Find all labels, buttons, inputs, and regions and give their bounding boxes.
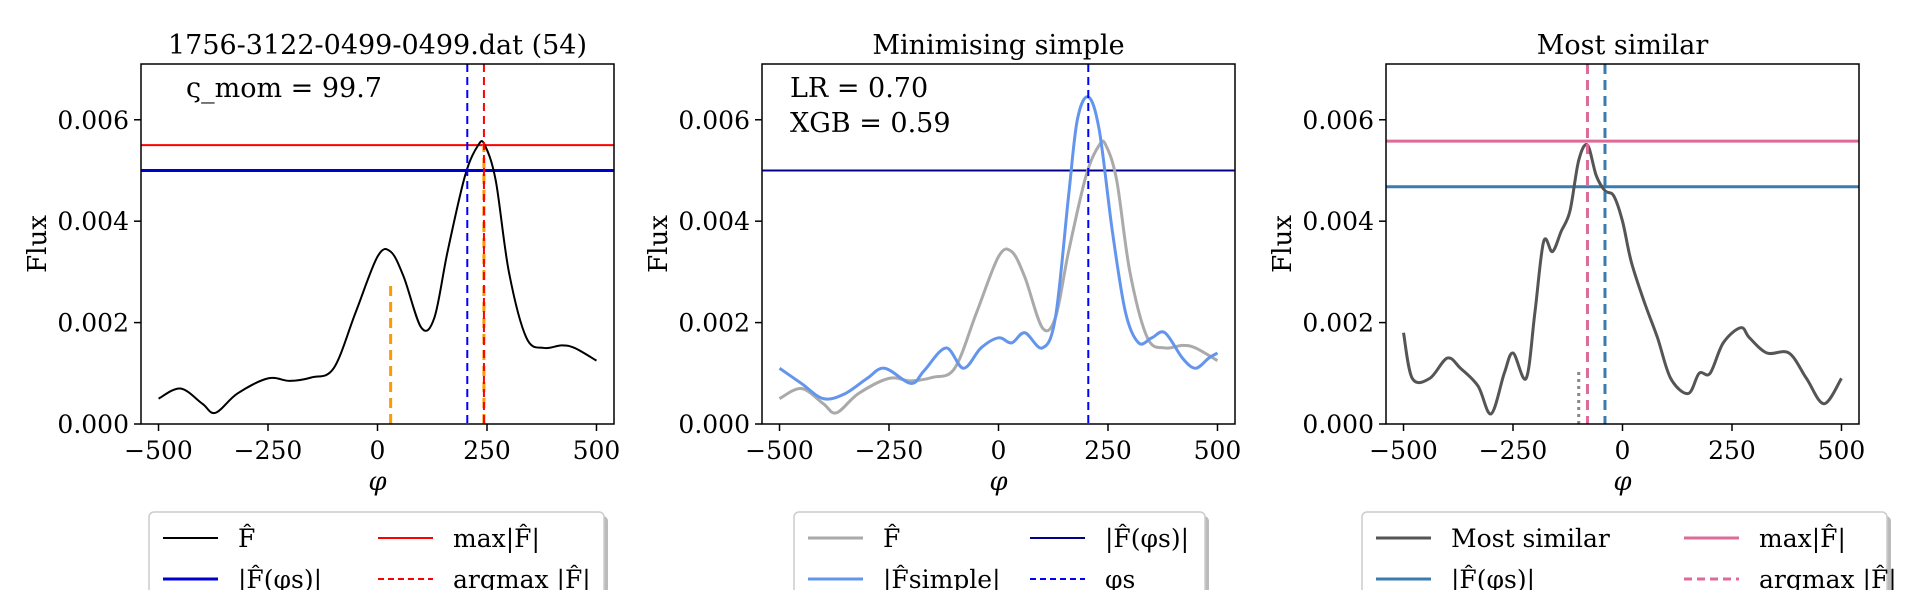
y-tick-label: 0.006 (678, 106, 750, 135)
annotation-text: ς_mom = 99.7 (186, 73, 382, 104)
legend-label: |F̂(φs)| (1105, 524, 1189, 554)
legend: F̂ |F̂(φs)| |F̂simple| φs (793, 511, 1209, 590)
legend-label: argmax |F̂| (453, 565, 591, 590)
y-tick-label: 0.002 (1302, 309, 1374, 338)
axes-frame (140, 63, 615, 425)
plot-area (762, 64, 1235, 424)
legend-label: max|F̂| (453, 524, 540, 554)
x-tick-label: −500 (1369, 436, 1438, 465)
x-axis-label: φ (1613, 467, 1632, 497)
series-line-1 (778, 139, 1219, 415)
x-tick-label: 500 (1818, 436, 1866, 465)
x-tick-label: −250 (855, 436, 924, 465)
legend-label: argmax |F̂| (1759, 565, 1897, 590)
x-tick-label: 250 (463, 436, 511, 465)
chart-panel-2: −500 −250 0 250 500 0.000 0.002 0.004 0.006 Minim… (644, 30, 1241, 590)
y-tick-label: 0.002 (678, 309, 750, 338)
legend-box (1361, 511, 1888, 590)
legend-label: |F̂simple| (883, 565, 1001, 590)
chart-title: Most similar (1537, 30, 1709, 61)
plot-area (141, 64, 614, 424)
y-tick-label: 0.004 (678, 207, 750, 236)
legend-label: F̂ (883, 524, 900, 553)
y-tick-label: 0.000 (678, 410, 750, 439)
series-line-1 (1402, 143, 1843, 416)
y-tick-label: 0.000 (57, 410, 129, 439)
chart-title: Minimising simple (872, 30, 1124, 61)
y-tick-label: 0.006 (1302, 106, 1374, 135)
plot-area (1386, 64, 1859, 424)
y-axis-label: Flux (23, 215, 53, 273)
y-tick-label: 0.006 (57, 106, 129, 135)
legend-label: max|F̂| (1759, 524, 1846, 554)
axes-frame (1385, 63, 1860, 425)
legend-box (793, 511, 1206, 590)
x-tick-label: −500 (745, 436, 814, 465)
y-tick-label: 0.000 (1302, 410, 1374, 439)
legend-label: |F̂(φs)| (238, 565, 322, 590)
x-tick-label: 250 (1084, 436, 1132, 465)
chart-panel-1: −500 −250 0 250 500 0.000 0.002 0.004 0.006 1756-… (23, 30, 620, 590)
legend-label: φs (1105, 565, 1135, 590)
y-tick-label: 0.002 (57, 309, 129, 338)
legend-label: F̂ (238, 524, 255, 553)
y-tick-label: 0.004 (57, 207, 129, 236)
x-tick-label: 500 (1194, 436, 1242, 465)
annotation-text: LR = 0.70 (790, 73, 928, 104)
x-tick-label: 500 (573, 436, 621, 465)
legend-label: Most similar (1451, 524, 1610, 553)
legend: Most similar max|F̂| |F̂(φs)| argmax |F̂| (1361, 511, 1897, 590)
chart-title: 1756-3122-0499-0499.dat (54) (168, 30, 587, 61)
x-tick-label: −250 (234, 436, 303, 465)
series-line-2 (778, 95, 1219, 401)
x-tick-label: 0 (370, 436, 386, 465)
legend-box (148, 511, 605, 590)
x-tick-label: −500 (124, 436, 193, 465)
x-axis-label: φ (989, 467, 1008, 497)
chart-panel-3: −500 −250 0 250 500 0.000 0.002 0.004 0.006 Most … (1268, 30, 1897, 590)
x-tick-label: −250 (1479, 436, 1548, 465)
annotation-text: XGB = 0.59 (790, 108, 951, 139)
y-axis-label: Flux (644, 215, 674, 273)
legend-label: |F̂(φs)| (1451, 565, 1535, 590)
x-tick-label: 0 (991, 436, 1007, 465)
y-axis-label: Flux (1268, 215, 1298, 273)
x-axis-label: φ (368, 467, 387, 497)
y-tick-label: 0.004 (1302, 207, 1374, 236)
x-tick-label: 250 (1708, 436, 1756, 465)
legend: F̂ max|F̂| |F̂(φs)| argmax |F̂| (148, 511, 608, 590)
x-tick-label: 0 (1615, 436, 1631, 465)
series-line-1 (158, 140, 597, 415)
